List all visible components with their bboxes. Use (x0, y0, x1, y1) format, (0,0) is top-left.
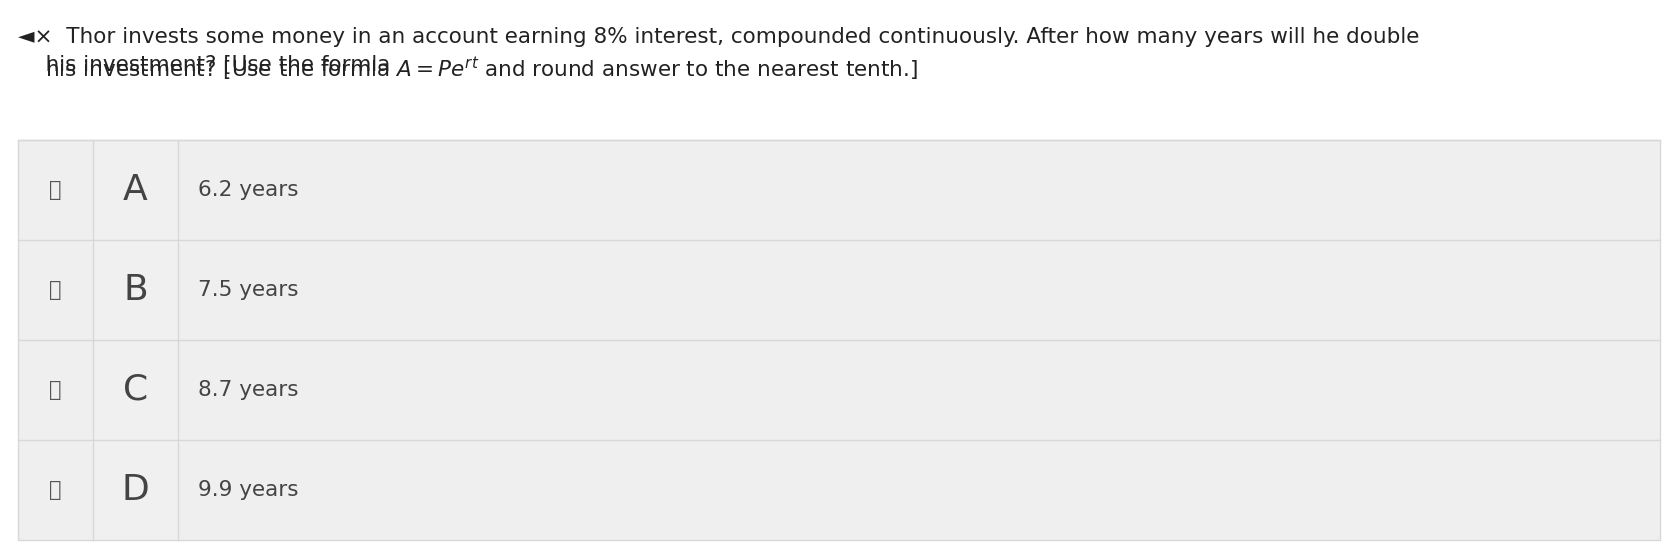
Text: 🔇: 🔇 (49, 280, 62, 300)
Text: B: B (122, 273, 148, 307)
Bar (92, 140, 178, 240)
Text: C: C (122, 373, 148, 407)
Text: 7.5 years: 7.5 years (198, 280, 299, 300)
Text: D: D (121, 473, 149, 507)
Bar (18, 140, 1660, 540)
Bar (18, 340, 1660, 440)
Text: ◄×  Thor invests some money in an account earning 8% interest, compounded contin: ◄× Thor invests some money in an account… (18, 27, 1420, 47)
Bar (178, 240, 1660, 340)
Bar (178, 340, 1660, 440)
Text: 🔇: 🔇 (49, 180, 62, 200)
Text: A: A (122, 173, 148, 207)
Text: his investment? [Use the formla $\mathit{A} = \mathit{P}\mathit{e}^{\mathit{rt}}: his investment? [Use the formla $\mathit… (18, 55, 918, 83)
Bar (178, 140, 1660, 240)
Bar (92, 240, 178, 340)
Bar (18, 440, 1660, 540)
Text: 🔇: 🔇 (49, 480, 62, 500)
Bar (178, 440, 1660, 540)
Text: his investment? [Use the formla: his investment? [Use the formla (18, 55, 398, 75)
Text: 6.2 years: 6.2 years (198, 180, 299, 200)
Text: 🔇: 🔇 (49, 380, 62, 400)
Bar (18, 140, 1660, 240)
Text: 9.9 years: 9.9 years (198, 480, 299, 500)
Bar (18, 240, 1660, 340)
Text: 8.7 years: 8.7 years (198, 380, 299, 400)
Bar (92, 440, 178, 540)
Bar (92, 340, 178, 440)
